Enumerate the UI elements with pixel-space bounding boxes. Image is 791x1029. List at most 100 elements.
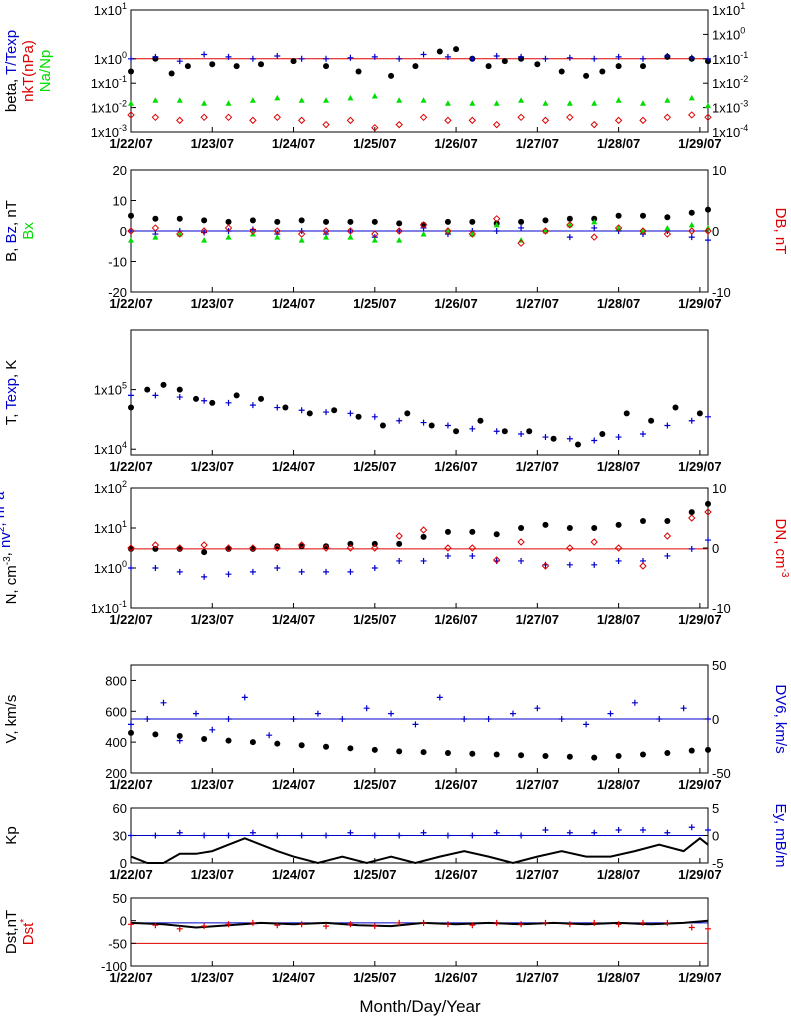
point-vel-0-9 <box>347 745 354 752</box>
point-mag-2-6 <box>274 234 281 240</box>
point-dens-1-8 <box>323 568 330 575</box>
point-dst-1-3 <box>201 923 208 930</box>
point-kp-1-8 <box>323 832 330 839</box>
point-kp-1-6 <box>274 832 281 839</box>
point-dst-1-19 <box>591 919 598 926</box>
point-dst-1-6 <box>274 922 281 929</box>
point-vel-0-15 <box>493 751 500 758</box>
point-dens-1-23 <box>688 545 695 552</box>
left-tick-label-dens-0: 1x10-1 <box>91 599 127 616</box>
x-tick-label-mag-2: 1/24/07 <box>272 296 315 311</box>
point-mag-3-0 <box>127 227 135 235</box>
point-mag-2-9 <box>347 234 354 240</box>
point-dens-0-21 <box>639 517 646 524</box>
point-beta-1-23 <box>688 54 695 61</box>
point-temp-1-15 <box>493 428 500 435</box>
point-temp-0-12 <box>379 422 386 429</box>
x-tick-label-vel-7: 1/29/07 <box>678 777 721 792</box>
left-axis-title-beta-2: Na/Np <box>37 50 54 93</box>
left-tick-label-kp-2: 60 <box>113 801 127 816</box>
point-mag-0-24 <box>705 206 711 213</box>
point-dst-1-7 <box>298 921 305 928</box>
point-mag-3-1 <box>151 224 160 232</box>
point-temp-0-24 <box>672 404 679 411</box>
point-beta-2-7 <box>298 97 305 103</box>
point-dens-2-2 <box>176 544 184 552</box>
right-tick-label-kp-1: 0 <box>712 829 719 844</box>
point-dst-1-15 <box>493 919 500 926</box>
point-beta-1-24 <box>705 55 711 62</box>
point-vel-1-3 <box>176 737 183 744</box>
point-mag-3-6 <box>273 227 281 235</box>
point-vel-0-1 <box>152 731 159 738</box>
left-axis-title-beta-0: beta, T/Texp <box>3 30 20 112</box>
right-tick-label-vel-0: -50 <box>712 766 731 781</box>
left-tick-label-beta-1: 1x10-2 <box>91 99 127 116</box>
left-tick-label-mag-1: -10 <box>108 255 127 270</box>
point-beta-0-4 <box>209 61 216 68</box>
point-vel-0-7 <box>298 742 305 749</box>
point-beta-1-2 <box>176 58 183 65</box>
x-tick-label-dst-2: 1/24/07 <box>272 970 315 985</box>
point-mag-0-17 <box>542 217 549 224</box>
point-mag-3-12 <box>419 221 428 229</box>
point-mag-3-23 <box>688 227 696 235</box>
right-tick-label-mag-2: 10 <box>712 163 726 178</box>
point-mag-0-14 <box>469 218 476 225</box>
right-tick-label-vel-2: 50 <box>712 658 726 673</box>
point-temp-0-9 <box>306 410 313 417</box>
point-beta-0-0 <box>128 68 134 75</box>
x-tick-label-dst-6: 1/28/07 <box>597 970 640 985</box>
point-vel-1-20 <box>558 716 565 722</box>
point-vel-1-6 <box>225 716 232 722</box>
point-beta-3-17 <box>541 116 550 125</box>
point-dens-2-11 <box>395 532 403 540</box>
x-tick-label-beta-1: 1/23/07 <box>191 136 234 151</box>
point-mag-0-19 <box>591 215 598 222</box>
point-vel-1-13 <box>388 710 395 717</box>
point-dens-0-9 <box>347 540 354 547</box>
x-tick-label-mag-7: 1/29/07 <box>678 296 721 311</box>
point-vel-0-17 <box>542 753 549 760</box>
point-dens-0-24 <box>705 500 711 507</box>
point-vel-1-2 <box>160 699 167 706</box>
point-kp-1-17 <box>542 827 549 833</box>
point-mag-2-19 <box>591 218 598 225</box>
right-tick-label-beta-2: 1x10-2 <box>712 74 748 91</box>
point-beta-0-5 <box>233 63 240 70</box>
point-temp-0-25 <box>696 410 703 417</box>
point-dens-1-13 <box>444 552 451 559</box>
point-dst-1-24 <box>705 925 711 932</box>
left-tick-label-beta-4: 1x101 <box>94 1 127 18</box>
x-tick-label-dst-3: 1/25/07 <box>353 970 396 985</box>
point-beta-3-20 <box>614 116 623 125</box>
point-mag-1-19 <box>591 224 598 231</box>
point-temp-0-3 <box>176 386 183 393</box>
x-tick-label-kp-0: 1/22/07 <box>109 867 152 882</box>
point-temp-1-5 <box>249 402 256 409</box>
point-dens-2-12 <box>419 526 428 534</box>
right-tick-label-dens-2: 10 <box>712 481 726 496</box>
point-dst-1-0 <box>128 921 134 928</box>
point-dens-0-18 <box>566 525 573 531</box>
x-tick-label-dens-7: 1/29/07 <box>678 612 721 627</box>
point-dst-1-22 <box>664 919 671 926</box>
point-dens-1-22 <box>664 552 671 559</box>
point-mag-3-17 <box>541 227 550 235</box>
point-mag-0-11 <box>396 220 403 227</box>
point-kp-1-5 <box>249 829 256 836</box>
left-tick-label-beta-3: 1x100 <box>94 50 127 67</box>
point-vel-0-18 <box>566 753 573 760</box>
point-temp-1-7 <box>298 407 305 414</box>
x-tick-label-mag-5: 1/27/07 <box>516 296 559 311</box>
point-vel-1-14 <box>412 721 419 728</box>
point-dens-2-0 <box>127 544 135 552</box>
point-mag-1-0 <box>128 228 134 234</box>
point-beta-3-5 <box>249 116 257 125</box>
point-dens-2-1 <box>151 541 160 549</box>
point-beta-2-22 <box>664 97 671 103</box>
left-axis-title-dst-0: Dst,nT <box>3 910 20 954</box>
left-tick-label-temp-0: 1x104 <box>94 440 127 457</box>
point-beta-0-3 <box>184 63 191 70</box>
